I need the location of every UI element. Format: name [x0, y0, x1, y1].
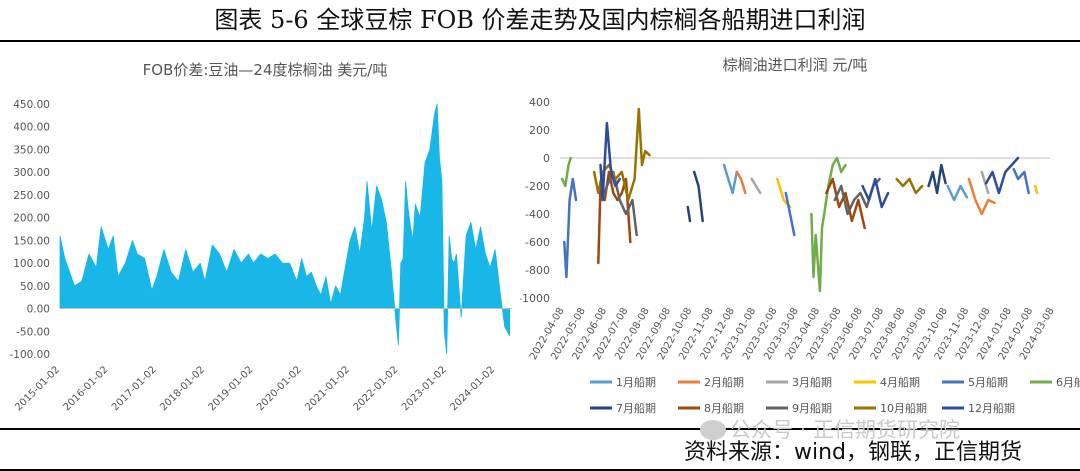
watermark-text: 公众号 · 正信期货研究院 [730, 418, 961, 442]
fob-spread-svg: FOB价差:豆油—24度棕榈油 美元/吨 450.00 400.00 350.00 30… [9, 61, 512, 413]
palm-import-profit-svg: 棕榈油进口利润 元/吨 400 200 0 -200 -400 -600 -800 -1000 2… [518, 56, 1080, 415]
series-line [722, 163, 739, 195]
y-tick-label: 450.00 [13, 99, 50, 111]
y-tick-label: -100.00 [9, 349, 50, 361]
series-line [895, 177, 924, 195]
y-tick-label: 300.00 [13, 167, 50, 179]
legend-label: 3月船期 [792, 375, 832, 389]
series-line [692, 170, 704, 223]
legend-label: 7月船期 [616, 401, 656, 415]
chart-title: 棕榈油进口利润 元/吨 [723, 56, 868, 74]
y-tick-label: -200 [525, 180, 550, 193]
y-tick-label: 150.00 [13, 235, 50, 247]
y-tick-label: 250.00 [13, 190, 50, 202]
legend-label: 5月船期 [968, 375, 1008, 389]
palm-import-profit-chart: 棕榈油进口利润 元/吨 400 200 0 -200 -400 -600 -800 -1000 2… [518, 40, 1080, 430]
series-line [825, 177, 866, 230]
series-line [861, 177, 890, 209]
series-line [1033, 184, 1039, 195]
spread-area [59, 103, 510, 355]
legend-label: 1月船期 [616, 375, 656, 389]
series-line [1012, 167, 1030, 195]
figure-title: 图表 5-6 全球豆棕 FOB 价差走势及国内棕榈各船期进口利润 [214, 6, 866, 34]
y-tick-label: 50.00 [20, 281, 50, 293]
series-line [750, 177, 762, 195]
y-tick-label: 0.00 [27, 304, 50, 316]
y-tick-label: 200.00 [13, 213, 50, 225]
legend-label: 6月船期 [1056, 375, 1080, 389]
series-line [686, 205, 692, 223]
legend-label: 10月船期 [880, 401, 927, 415]
series-line [784, 191, 796, 237]
x-tick-label: 2016-01-02 [62, 364, 111, 413]
series-line [735, 170, 747, 195]
legend-label: 2月船期 [704, 375, 744, 389]
x-tick-label: 2015-01-02 [13, 364, 62, 413]
fob-spread-chart: FOB价差:豆油—24度棕榈油 美元/吨 450.00 400.00 350.00 30… [0, 40, 520, 430]
series-line [980, 170, 990, 195]
series-line [599, 121, 621, 202]
y-tick-label: 0 [543, 152, 550, 165]
series-line [563, 177, 578, 279]
x-tick-label: 2024-01-02 [448, 364, 497, 413]
series-line [560, 156, 572, 188]
y-tick-label: 400 [529, 96, 550, 109]
x-tick-label: 2023-01-02 [400, 364, 449, 413]
series-line [984, 156, 1020, 195]
figure-title-bar: 图表 5-6 全球豆棕 FOB 价差走势及国内棕榈各船期进口利润 [0, 0, 1080, 42]
y-tick-label: 400.00 [13, 122, 50, 134]
legend-label: 8月船期 [704, 401, 744, 415]
x-tick-label: 2020-01-02 [255, 364, 304, 413]
wechat-icon [700, 420, 726, 440]
source-label: 资料来源：wind，钢联，正信期货 [683, 440, 1022, 465]
y-tick-label: -600 [525, 236, 550, 249]
x-tick-label: 2022-01-02 [352, 364, 401, 413]
series-line [967, 177, 996, 216]
legend-label: 12月船期 [968, 401, 1015, 415]
y-tick-label: 350.00 [13, 144, 50, 156]
y-tick-label: 100.00 [13, 258, 50, 270]
y-tick-label: -50.00 [16, 326, 50, 338]
y-tick-label: -1000 [520, 292, 550, 305]
chart-title: FOB价差:豆油—24度棕榈油 美元/吨 [143, 61, 388, 79]
x-tick-label: 2018-01-02 [158, 364, 207, 413]
series-line [601, 170, 638, 237]
x-tick-label: 2019-01-02 [207, 364, 256, 413]
legend-label: 9月船期 [792, 401, 832, 415]
series-line [927, 163, 947, 195]
series-line [810, 156, 847, 293]
legend-label: 4月船期 [880, 375, 920, 389]
watermark: 公众号 · 正信期货研究院 [700, 414, 960, 444]
y-tick-label: 200 [529, 124, 550, 137]
series-line [946, 184, 969, 202]
y-tick-label: -400 [525, 208, 550, 221]
x-tick-label: 2017-01-02 [110, 364, 159, 413]
x-tick-label: 2021-01-02 [303, 364, 352, 413]
y-tick-label: -800 [525, 264, 550, 277]
